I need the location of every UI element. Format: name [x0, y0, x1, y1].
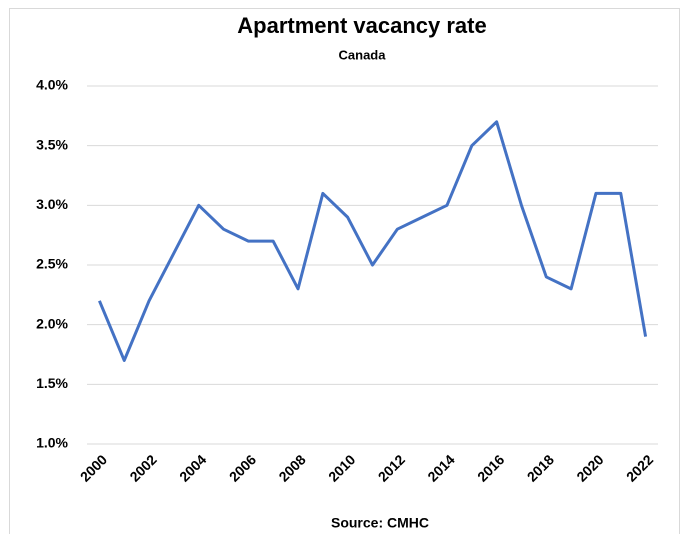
source-note: Source: CMHC [331, 515, 429, 531]
data-line [98, 120, 648, 362]
y-tick-label: 2.0% [36, 315, 68, 331]
x-tick-label: 2018 [524, 451, 557, 484]
x-tick-label: 2022 [623, 451, 656, 484]
x-tick-label: 2016 [474, 451, 507, 484]
x-tick-label: 2014 [424, 451, 457, 484]
y-tick-label: 2.5% [36, 256, 68, 272]
y-tick-label: 1.5% [36, 375, 68, 391]
chart-title: Apartment vacancy rate [237, 13, 486, 38]
x-tick-label: 2020 [573, 451, 606, 484]
x-tick-label: 2012 [375, 451, 408, 484]
y-tick-label: 4.0% [36, 77, 68, 93]
x-tick-label: 2002 [126, 451, 159, 484]
x-tick-label: 2010 [325, 451, 358, 484]
y-tick-label: 1.0% [36, 435, 68, 451]
x-tick-label: 2008 [275, 451, 308, 484]
chart-border [9, 8, 680, 534]
x-tick-label: 2000 [77, 451, 110, 484]
y-tick-label: 3.5% [36, 136, 68, 152]
y-tick-label: 3.0% [36, 196, 68, 212]
x-tick-label: 2006 [226, 451, 259, 484]
x-tick-label: 2004 [176, 451, 209, 484]
chart-subtitle: Canada [339, 47, 387, 62]
